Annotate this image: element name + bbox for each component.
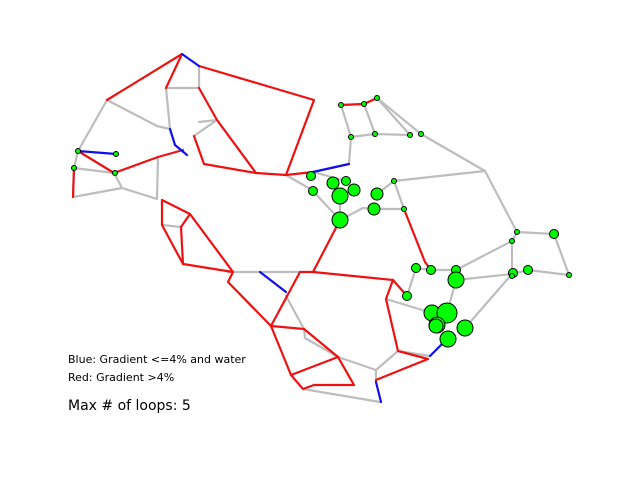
red-road-edge — [192, 134, 315, 177]
red-road-edge — [160, 198, 342, 328]
network-node — [402, 291, 412, 301]
gray-road-edge — [339, 96, 571, 277]
blue-road-edge — [180, 52, 201, 68]
network-node — [514, 229, 520, 235]
gray-road-edge — [311, 170, 348, 183]
blue-road-edge — [428, 342, 444, 358]
red-road-edge — [269, 324, 306, 331]
network-node — [456, 319, 474, 337]
blue-road-edge — [258, 270, 288, 294]
gray-road-edge — [71, 98, 124, 199]
network-node — [341, 176, 351, 186]
network-node — [391, 178, 397, 184]
gray-road-edge — [349, 132, 412, 139]
network-node — [308, 186, 318, 196]
legend-red-text: Red: Gradient >4% — [68, 371, 175, 384]
network-node — [549, 229, 559, 239]
network-node — [306, 171, 316, 181]
network-node — [436, 302, 458, 324]
blue-road-edge — [311, 162, 351, 174]
red-road-edge — [289, 355, 340, 377]
network-node — [370, 187, 384, 201]
gray-road-edge — [284, 294, 306, 331]
network-node — [71, 165, 77, 171]
network-node — [326, 176, 340, 190]
network-node — [331, 187, 349, 205]
gray-road-edge — [192, 118, 219, 138]
red-road-edge — [302, 327, 340, 359]
gray-road-edge — [375, 96, 412, 137]
blue-road-edge — [374, 380, 383, 404]
red-road-edge — [197, 86, 258, 175]
gray-road-edge — [454, 239, 514, 272]
network-node — [348, 134, 354, 140]
network-node — [401, 206, 407, 212]
network-node — [509, 238, 515, 244]
legend-blue-text: Blue: Gradient <=4% and water — [68, 353, 246, 366]
red-road-edge — [76, 149, 116, 175]
gray-road-edge — [164, 86, 172, 131]
red-road-edge — [311, 270, 430, 382]
network-node — [439, 330, 457, 348]
gray-road-edge — [454, 268, 571, 282]
red-road-edge — [71, 166, 76, 199]
network-node — [426, 265, 436, 275]
network-node — [113, 151, 119, 157]
network-node — [447, 271, 465, 289]
gray-road-edge — [105, 98, 172, 131]
network-node — [566, 272, 572, 278]
network-node — [418, 131, 424, 137]
network-node — [112, 170, 118, 176]
max-loops-label: Max # of loops: 5 — [68, 398, 191, 414]
gray-road-edge — [362, 102, 377, 136]
red-road-edge — [105, 52, 184, 102]
red-road-edge — [269, 324, 356, 391]
network-node — [372, 131, 378, 137]
gray-road-edge — [405, 266, 458, 298]
network-node — [367, 202, 381, 216]
network-node — [523, 265, 533, 275]
network-node — [347, 183, 361, 197]
gray-road-edge — [72, 166, 116, 175]
red-road-edge — [402, 207, 433, 272]
red-road-edge — [339, 96, 379, 107]
gray-road-edge — [463, 272, 514, 330]
gray-road-edge — [120, 155, 160, 201]
red-road-edge — [197, 64, 316, 177]
blue-road-edge — [168, 127, 189, 157]
gray-road-edge — [160, 223, 183, 229]
gray-road-edge — [392, 179, 406, 211]
network-node — [428, 318, 444, 334]
network-node — [338, 102, 344, 108]
red-road-edge — [112, 148, 185, 175]
gray-road-edge — [301, 387, 382, 404]
network-node — [374, 95, 380, 101]
red-road-edge — [160, 198, 192, 266]
blue-road-edge — [76, 149, 118, 156]
network-node — [75, 148, 81, 154]
network-node — [361, 101, 367, 107]
network-node — [407, 132, 413, 138]
network-node — [509, 273, 515, 279]
network-node — [331, 211, 349, 229]
network-node — [411, 263, 421, 273]
red-road-edge — [188, 212, 235, 274]
